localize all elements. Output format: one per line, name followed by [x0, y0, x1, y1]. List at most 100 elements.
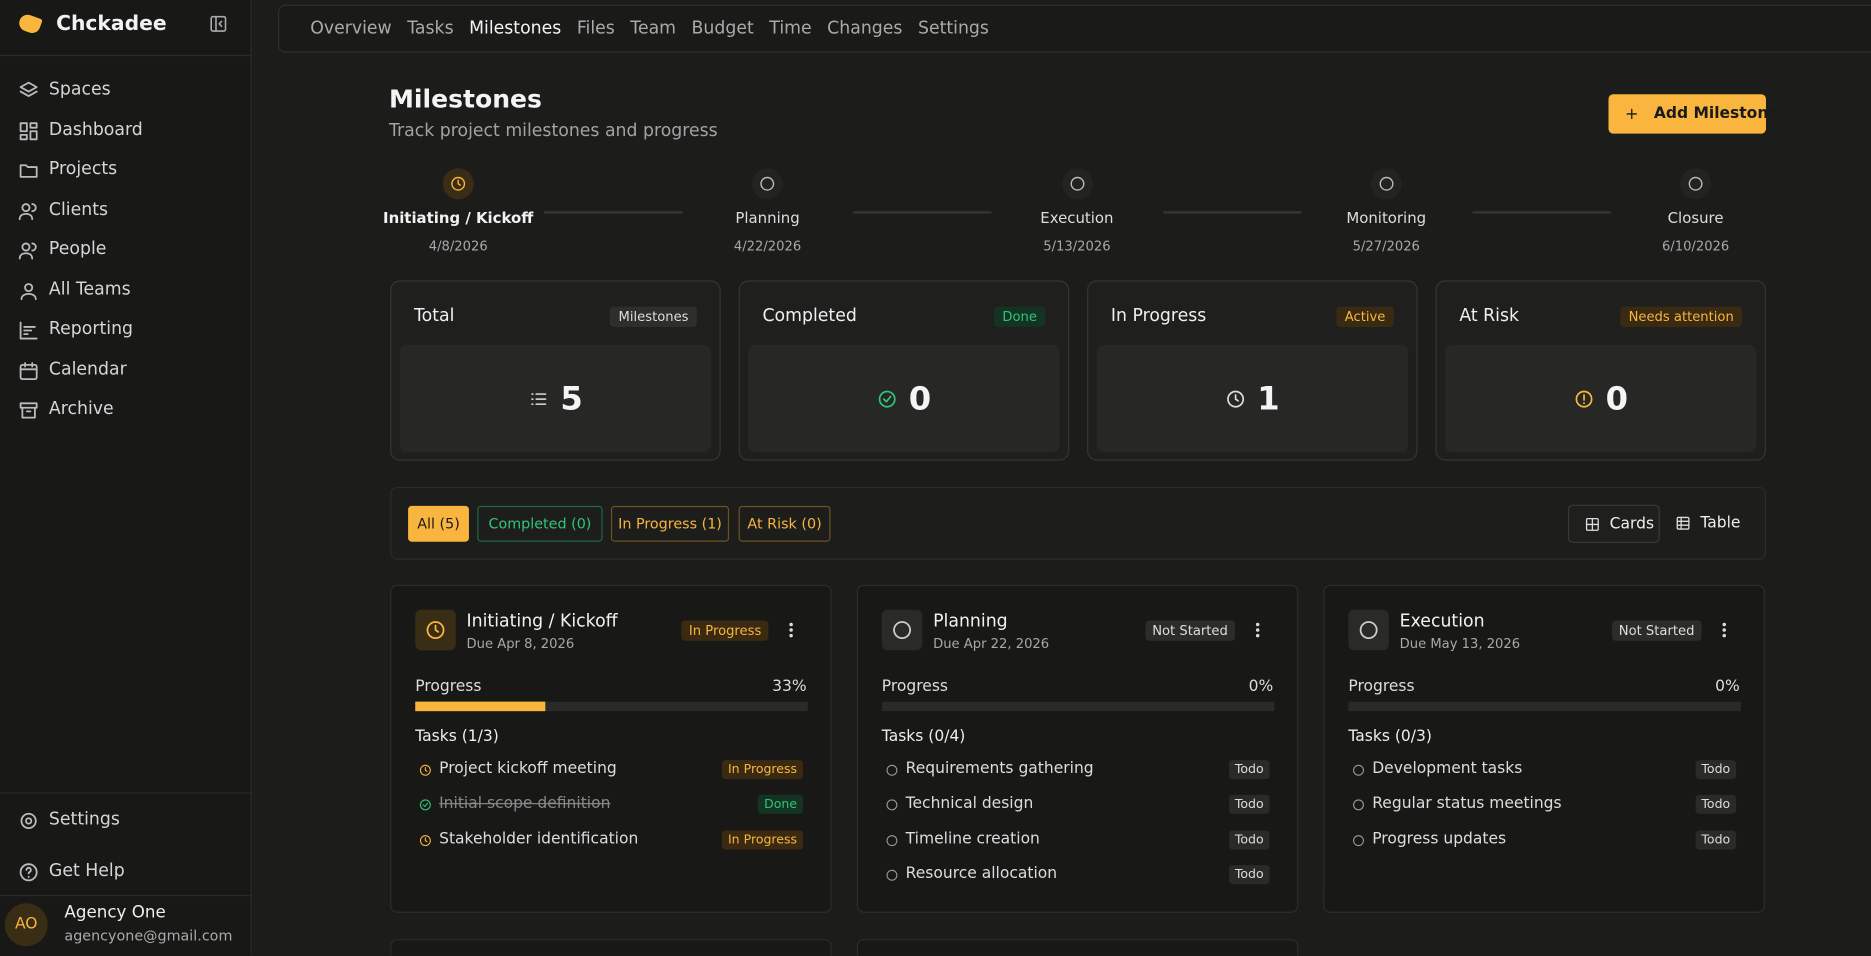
stat-title: Completed [762, 306, 857, 326]
icon [893, 621, 912, 639]
icon-part [434, 624, 440, 633]
timeline-date: 6/10/2026 [1661, 238, 1730, 255]
nav-item[interactable]: Dashboard [10, 116, 243, 147]
milestone-title: Execution [1399, 612, 1485, 632]
nav-label: Archive [48, 399, 114, 419]
task-name: Progress updates [1372, 830, 1507, 848]
icon [530, 392, 546, 405]
tab[interactable]: Tasks [407, 19, 454, 39]
button-label: Add Milestone [1653, 105, 1779, 123]
stat-value: 1 [1257, 380, 1280, 418]
tab[interactable]: Overview [310, 19, 392, 39]
brand: Chckadee [56, 11, 167, 36]
icon-part [1575, 390, 1592, 407]
icon [1359, 621, 1378, 639]
task-name: Development tasks [1372, 760, 1523, 778]
stat-value: 0 [908, 380, 932, 418]
add-milestone-button[interactable]: Add Milestone [1608, 94, 1779, 134]
nav-item[interactable]: Spaces [10, 76, 243, 107]
icon [886, 764, 898, 776]
timeline-connector [1162, 211, 1302, 214]
menu-button[interactable] [1248, 620, 1267, 639]
icon-part [886, 799, 898, 811]
filter-button[interactable]: In Progress (1) [610, 505, 730, 542]
stat-badge: Active [1336, 306, 1394, 327]
divider [0, 894, 252, 897]
tab-bar: Overview Tasks Milestones Files Team Budget Ti… [278, 4, 1871, 53]
collapse-button[interactable] [209, 14, 228, 33]
icon-part [789, 633, 793, 638]
icon-part [1676, 516, 1690, 530]
tab[interactable]: Settings [917, 19, 989, 39]
icon [1585, 517, 1599, 531]
timeline-name: Planning [735, 208, 800, 227]
footer-label: Settings [48, 810, 120, 830]
divider [0, 792, 252, 794]
icon-part [21, 202, 31, 212]
filter-button[interactable]: Completed (0) [477, 505, 603, 542]
icon-part [20, 812, 37, 830]
filter-button[interactable]: All (5) [408, 505, 469, 542]
icon-part [1255, 633, 1260, 638]
nav-label: Spaces [48, 79, 111, 100]
menu-button[interactable] [1715, 620, 1734, 639]
stat-value: 5 [560, 380, 583, 418]
nav-label: All Teams [48, 279, 131, 299]
footer-item[interactable]: Settings [10, 807, 243, 838]
view-toggle[interactable]: Table [1660, 505, 1749, 543]
tab[interactable]: Time [769, 19, 812, 39]
icon-part [457, 179, 461, 186]
icon-part [789, 628, 793, 632]
icon-part [24, 282, 34, 292]
tab[interactable]: Team [630, 19, 677, 39]
tab[interactable]: Changes [827, 19, 903, 39]
icon [19, 81, 38, 97]
icon-part [1626, 108, 1637, 120]
icon-part [19, 361, 38, 370]
icon-part [19, 321, 38, 340]
tab[interactable]: Budget [691, 19, 754, 39]
timeline-name: Closure [1667, 208, 1724, 227]
icon [210, 15, 227, 32]
tab[interactable]: Files [576, 19, 615, 39]
nav-item[interactable]: Calendar [10, 356, 243, 387]
icon-part [419, 834, 431, 846]
icon-part [424, 766, 428, 772]
nav-item[interactable]: Clients [10, 196, 243, 227]
user-name: Agency One [64, 903, 166, 923]
icon-part [29, 121, 38, 128]
icon [19, 361, 38, 380]
nav-item[interactable]: People [10, 236, 243, 267]
icon-part [878, 390, 896, 407]
task-name: Stakeholder identification [439, 830, 639, 848]
nav-item[interactable]: Archive [10, 396, 243, 427]
timeline-name: Monitoring [1346, 208, 1427, 227]
tab[interactable]: Milestones [469, 19, 562, 39]
icon [20, 812, 37, 830]
icon-part [20, 292, 37, 300]
nav-item[interactable]: Projects [10, 156, 243, 187]
stat-badge: Needs attention [1620, 306, 1743, 327]
task-status: Todo [1228, 795, 1270, 815]
icon [886, 834, 898, 846]
nav-item[interactable]: All Teams [10, 276, 243, 307]
user-email: agencyone@gmail.com [64, 927, 233, 944]
milestone-title: Planning [933, 612, 1008, 632]
filter-button[interactable]: At Risk (0) [738, 505, 831, 542]
menu-button[interactable] [782, 620, 801, 639]
icon [1575, 390, 1592, 407]
nav-item[interactable]: Reporting [10, 316, 243, 347]
view-toggle[interactable]: Cards [1567, 504, 1660, 543]
icon-part [886, 764, 898, 776]
divider [0, 54, 252, 57]
icon-part [886, 869, 898, 881]
icon-part [530, 392, 546, 405]
icon [878, 390, 896, 407]
stat-body: 1 [1096, 344, 1409, 453]
milestone-due: Due Apr 8, 2026 [466, 635, 575, 652]
icon-part [1353, 799, 1364, 811]
task-name: Initial scope definition [439, 795, 611, 813]
page-title: Milestones [388, 84, 542, 114]
footer-item[interactable]: Get Help [10, 858, 243, 889]
